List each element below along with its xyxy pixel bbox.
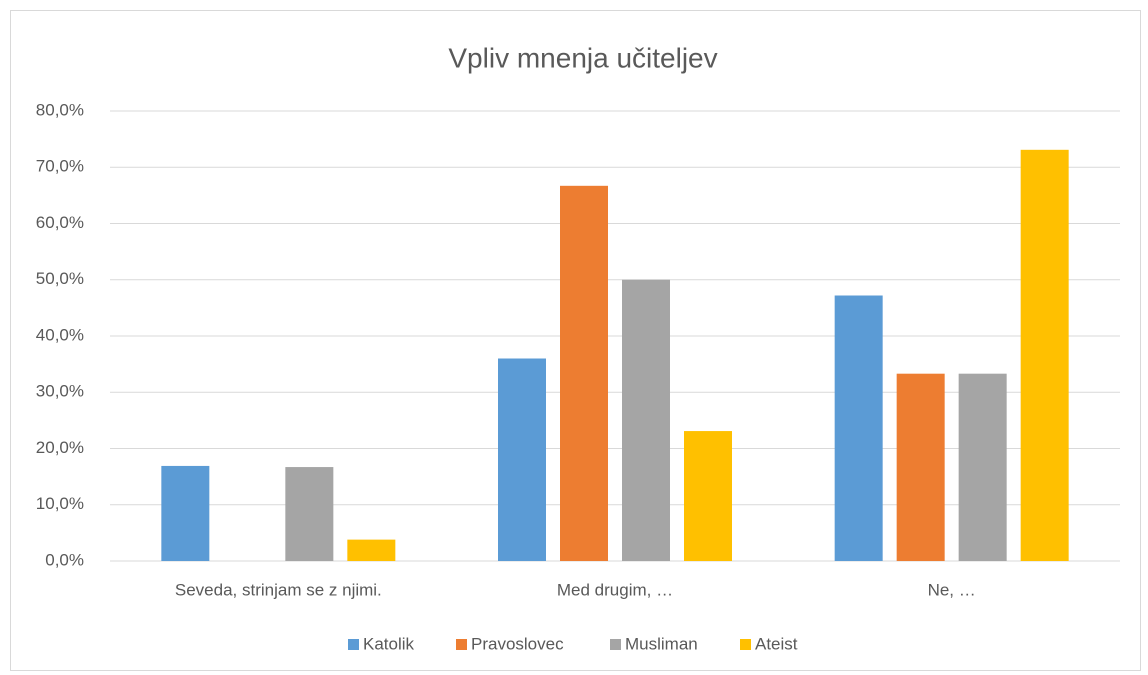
legend-swatch — [348, 639, 359, 650]
legend-label: Ateist — [755, 634, 798, 653]
x-tick-label: Seveda, strinjam se z njimi. — [175, 580, 382, 599]
y-tick-label: 0,0% — [45, 550, 84, 569]
bar — [161, 465, 210, 561]
y-tick-label: 80,0% — [36, 100, 84, 119]
x-tick-label: Ne, … — [928, 580, 976, 599]
bar — [285, 467, 334, 561]
legend-label: Musliman — [625, 634, 698, 653]
y-tick-label: 50,0% — [36, 269, 84, 288]
y-tick-label: 60,0% — [36, 213, 84, 232]
legend-label: Pravoslovec — [471, 634, 564, 653]
bar — [622, 279, 670, 561]
chart-title: Vpliv mnenja učiteljev — [448, 42, 717, 73]
bar — [560, 185, 608, 561]
bar — [498, 358, 546, 561]
bar — [684, 431, 732, 561]
y-tick-label: 30,0% — [36, 382, 84, 401]
legend-swatch — [740, 639, 751, 650]
legend-swatch — [456, 639, 467, 650]
bar — [896, 373, 945, 561]
legend-label: Katolik — [363, 634, 415, 653]
bar — [347, 539, 396, 561]
y-tick-label: 20,0% — [36, 438, 84, 457]
y-tick-label: 70,0% — [36, 157, 84, 176]
y-tick-label: 40,0% — [36, 325, 84, 344]
y-tick-label: 10,0% — [36, 494, 84, 513]
x-tick-label: Med drugim, … — [557, 580, 673, 599]
bar — [958, 373, 1007, 561]
bar — [834, 295, 883, 561]
legend-swatch — [610, 639, 621, 650]
bar — [1020, 149, 1069, 561]
